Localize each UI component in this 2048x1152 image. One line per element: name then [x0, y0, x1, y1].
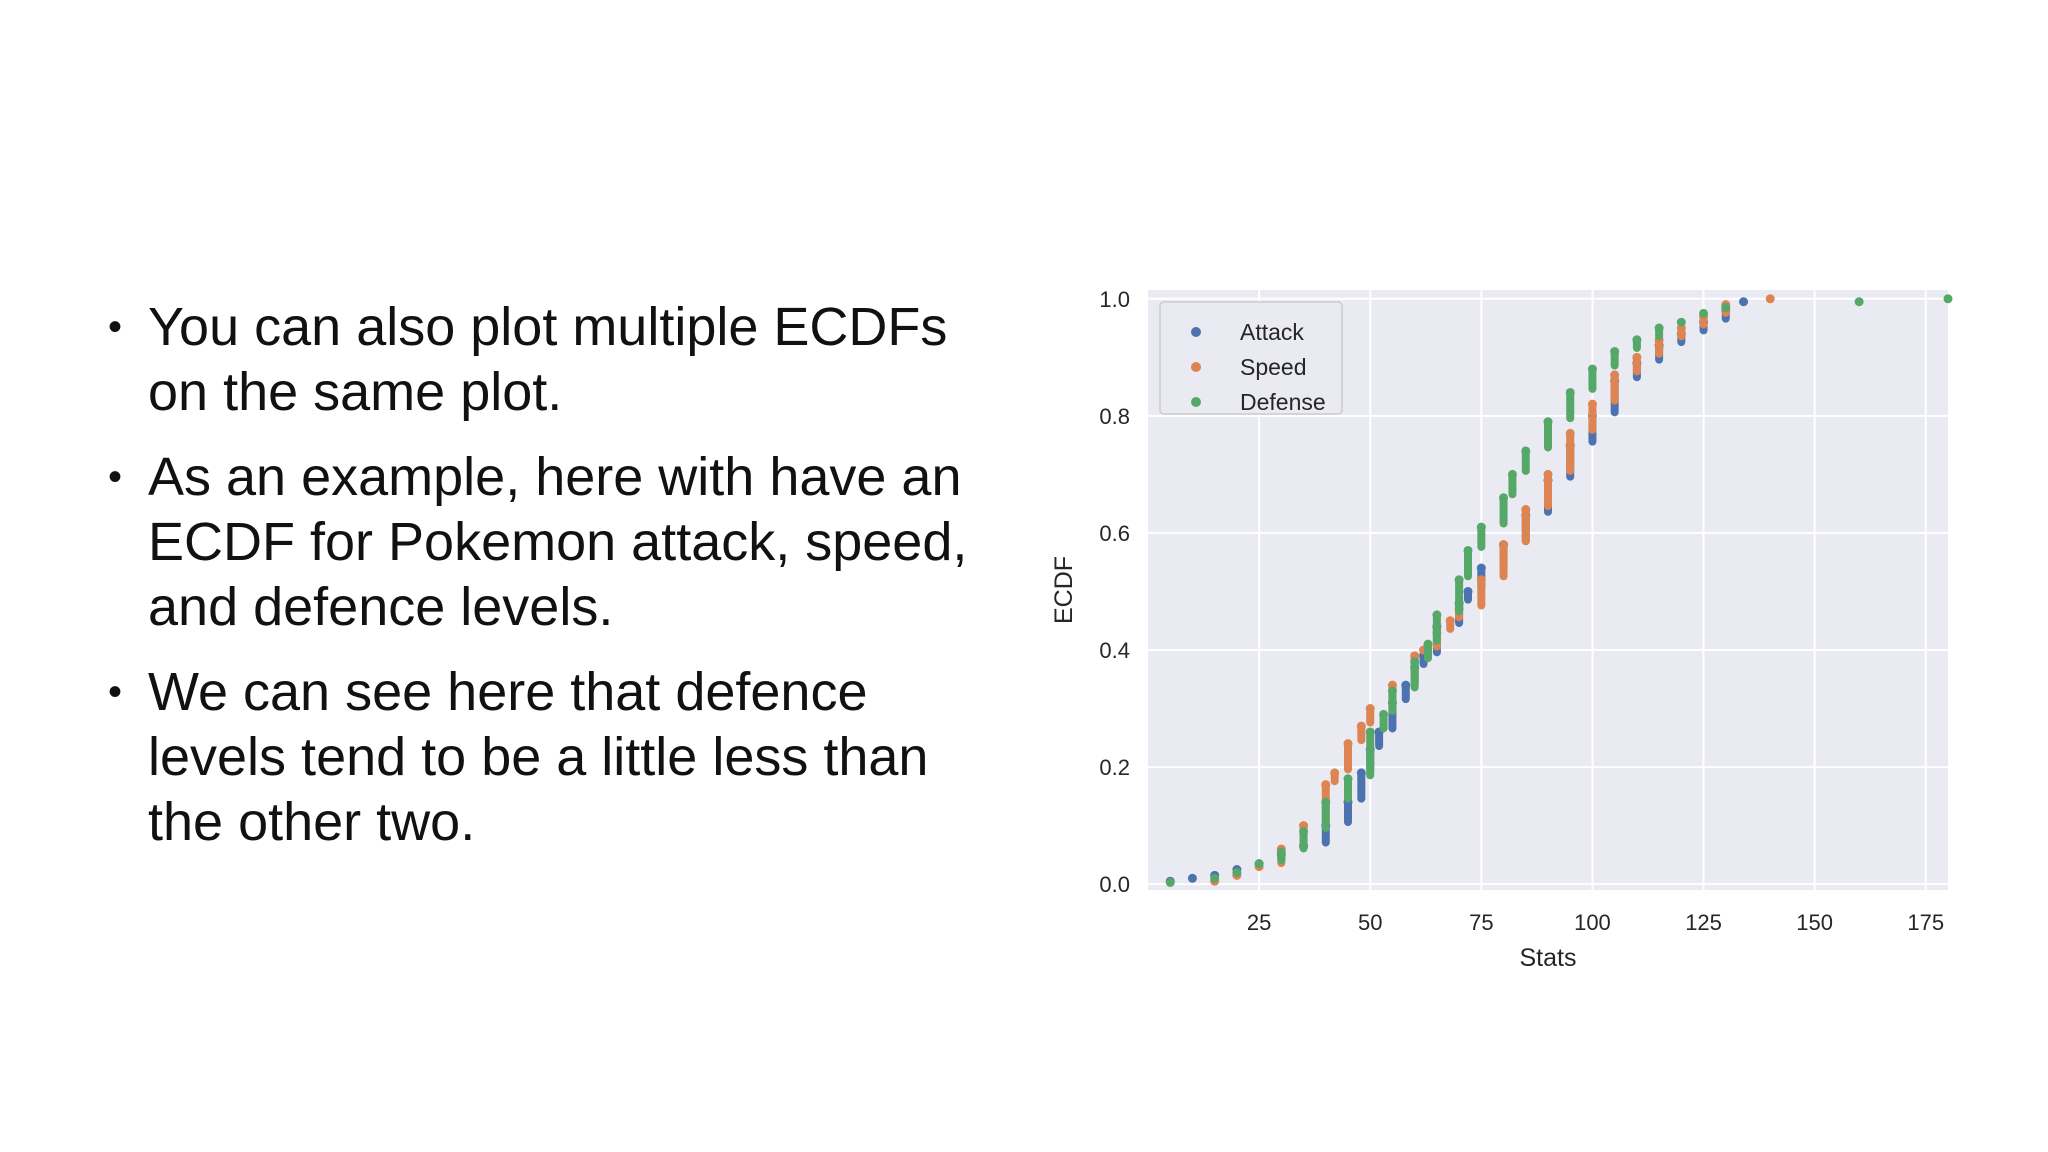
ecdf-point-attack: [1463, 586, 1473, 596]
bullet-item: • We can see here that defence levels te…: [108, 660, 1008, 855]
ecdf-point-speed: [1587, 399, 1597, 409]
bullet-text: As an example, here with have an ECDF fo…: [148, 447, 968, 637]
bullet-list: • You can also plot multiple ECDFs on th…: [108, 295, 1008, 855]
y-axis-label: ECDF: [1050, 556, 1078, 624]
ecdf-chart: 25 50 75 100 125 150 175 0.0 0.2 0.4 0.6 0.8 1.0 Stat…: [1040, 270, 1960, 990]
ecdf-point-defense: [1632, 335, 1642, 345]
ecdf-point-speed: [1343, 739, 1353, 749]
ecdf-point-defense: [1454, 575, 1464, 585]
y-tick-label: 1.0: [1099, 287, 1130, 312]
ecdf-point-defense: [1432, 610, 1442, 620]
x-tick-label: 125: [1685, 910, 1722, 935]
ecdf-point-attack: [1401, 680, 1411, 690]
ecdf-point-speed: [1330, 768, 1340, 778]
ecdf-point-defense: [1854, 297, 1864, 307]
bullet-text: You can also plot multiple ECDFs on the …: [148, 297, 948, 422]
ecdf-point-defense: [1365, 727, 1375, 737]
ecdf-point-speed: [1632, 352, 1642, 362]
x-tick-label: 25: [1247, 910, 1271, 935]
ecdf-point-speed: [1356, 721, 1366, 731]
legend-marker-attack: [1191, 327, 1201, 337]
ecdf-point-speed: [1765, 294, 1775, 304]
x-tick-label: 150: [1796, 910, 1833, 935]
x-tick-label: 50: [1358, 910, 1382, 935]
ecdf-point-defense: [1165, 877, 1175, 887]
ecdf-point-defense: [1676, 317, 1686, 327]
ecdf-point-speed: [1499, 540, 1509, 550]
ecdf-point-defense: [1343, 774, 1353, 784]
ecdf-point-speed: [1610, 370, 1620, 380]
bullet-dot-icon: •: [108, 305, 123, 349]
ecdf-point-defense: [1210, 873, 1220, 883]
y-tick-label: 0.0: [1099, 872, 1130, 897]
ecdf-point-defense: [1565, 387, 1575, 397]
ecdf-point-attack: [1476, 563, 1486, 573]
ecdf-point-defense: [1499, 493, 1509, 503]
bullet-item: • As an example, here with have an ECDF …: [108, 445, 1008, 640]
ecdf-point-speed: [1565, 428, 1575, 438]
y-tick-label: 0.4: [1099, 638, 1130, 663]
ecdf-point-defense: [1654, 323, 1664, 333]
ecdf-point-speed: [1445, 616, 1455, 626]
ecdf-point-speed: [1365, 704, 1375, 714]
ecdf-point-defense: [1587, 364, 1597, 374]
ecdf-point-defense: [1299, 826, 1309, 836]
y-tick-label: 0.2: [1099, 755, 1130, 780]
legend-label: Speed: [1240, 354, 1307, 380]
legend-label: Attack: [1240, 319, 1304, 345]
ecdf-point-defense: [1543, 417, 1553, 427]
y-tick-label: 0.6: [1099, 521, 1130, 546]
ecdf-point-defense: [1721, 303, 1731, 313]
legend-marker-defense: [1191, 397, 1201, 407]
ecdf-point-defense: [1232, 867, 1242, 877]
legend-marker-speed: [1191, 362, 1201, 372]
ecdf-point-speed: [1476, 575, 1486, 585]
ecdf-point-defense: [1610, 346, 1620, 356]
ecdf-point-defense: [1410, 657, 1420, 667]
ecdf-point-defense: [1254, 859, 1264, 869]
ecdf-point-speed: [1543, 469, 1553, 479]
x-tick-label: 75: [1469, 910, 1493, 935]
bullet-dot-icon: •: [108, 670, 123, 714]
ecdf-point-defense: [1276, 847, 1286, 857]
bullet-text-block: • You can also plot multiple ECDFs on th…: [108, 295, 1008, 875]
ecdf-point-defense: [1423, 639, 1433, 649]
ecdf-point-defense: [1387, 686, 1397, 696]
ecdf-point-defense: [1521, 446, 1531, 456]
ecdf-point-speed: [1521, 505, 1531, 515]
ecdf-point-attack: [1187, 873, 1197, 883]
y-tick-label: 0.8: [1099, 404, 1130, 429]
ecdf-point-defense: [1321, 797, 1331, 807]
ecdf-point-speed: [1321, 780, 1331, 790]
ecdf-chart-svg: 25 50 75 100 125 150 175 0.0 0.2 0.4 0.6 0.8 1.0 Stat…: [1050, 287, 1953, 972]
legend-label: Defense: [1240, 389, 1326, 415]
ecdf-point-defense: [1507, 469, 1517, 479]
ecdf-point-attack: [1356, 768, 1366, 778]
ecdf-point-defense: [1943, 294, 1953, 304]
ecdf-point-defense: [1699, 308, 1709, 318]
ecdf-point-attack: [1739, 297, 1749, 307]
bullet-text: We can see here that defence levels tend…: [148, 662, 929, 852]
ecdf-point-defense: [1476, 522, 1486, 532]
legend-box: [1159, 301, 1343, 415]
x-tick-label: 100: [1574, 910, 1611, 935]
x-axis-label: Stats: [1520, 944, 1577, 972]
bullet-item: • You can also plot multiple ECDFs on th…: [108, 295, 1008, 425]
ecdf-point-defense: [1379, 709, 1389, 719]
x-tick-label: 175: [1907, 910, 1944, 935]
bullet-dot-icon: •: [108, 455, 123, 499]
ecdf-point-defense: [1463, 545, 1473, 555]
